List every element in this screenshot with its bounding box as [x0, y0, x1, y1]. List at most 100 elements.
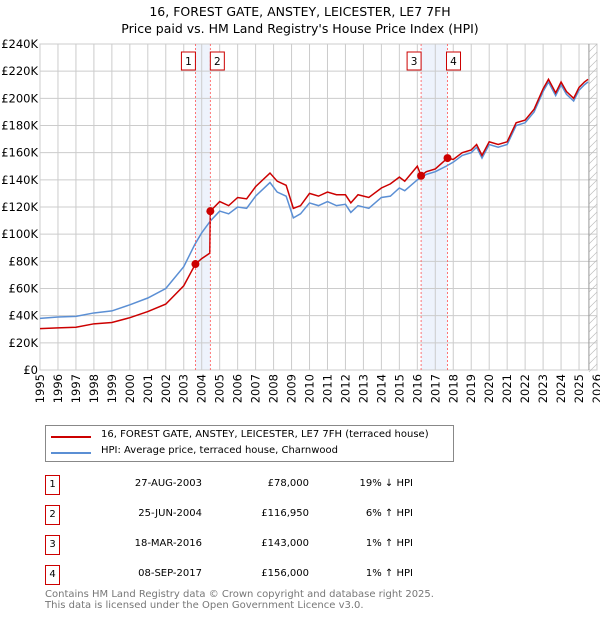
y-tick-label: £140K	[1, 173, 38, 187]
future-hatch	[588, 139, 598, 149]
y-tick-label: £80K	[9, 254, 39, 268]
transaction-row: 1 27-AUG-2003 £78,000 19% ↓ HPI	[45, 475, 465, 495]
row-price: £156,000	[261, 568, 309, 579]
x-tick-label: 2011	[320, 374, 334, 403]
x-tick-label: 2014	[374, 374, 388, 403]
y-tick-label: £40K	[9, 309, 39, 323]
future-hatch	[588, 291, 598, 301]
y-tick-label: £240K	[1, 37, 38, 51]
row-price: £116,950	[261, 508, 309, 519]
row-date: 25-JUN-2004	[138, 508, 202, 519]
y-tick-label: £200K	[1, 91, 38, 105]
transaction-row: 3 18-MAR-2016 £143,000 1% ↑ HPI	[45, 535, 465, 555]
row-number: 1	[45, 475, 60, 495]
row-hpi-diff: 1% ↑ HPI	[365, 568, 413, 579]
chart: £0 £20K £40K £60K £80K £100K £120K £140K £160K £1…	[1, 37, 600, 403]
future-hatch	[588, 195, 598, 205]
x-tick-label: 2003	[177, 374, 191, 403]
transaction-label-box	[406, 51, 422, 71]
future-hatch	[588, 283, 598, 293]
row-price: £143,000	[261, 538, 309, 549]
y-tick-label: £220K	[1, 64, 38, 78]
future-hatch	[588, 347, 598, 357]
x-tick-label: 2024	[554, 374, 568, 403]
future-hatch	[588, 99, 598, 109]
chart-title: 16, FOREST GATE, ANSTEY, LEICESTER, LE7 …	[149, 4, 451, 19]
transaction-point	[206, 207, 215, 216]
transaction-label-box	[209, 51, 225, 71]
x-tick-label: 2000	[123, 374, 137, 403]
legend-label-hpi: HPI: Average price, terraced house, Char…	[101, 445, 338, 456]
x-tick-label: 2022	[518, 374, 532, 403]
future-hatch	[588, 203, 598, 213]
x-tick-label: 1998	[87, 374, 101, 403]
y-tick-label: £60K	[9, 282, 39, 296]
x-tick-label: 1997	[69, 374, 83, 403]
x-tick-label: 2007	[249, 374, 263, 403]
x-tick-label: 1999	[105, 374, 119, 403]
legend-swatch-price	[51, 436, 91, 438]
transaction-label: 3	[411, 56, 418, 68]
future-hatch	[588, 243, 598, 253]
y-tick-label: £180K	[1, 119, 38, 133]
future-hatch	[588, 115, 598, 125]
x-tick-label: 2001	[141, 374, 155, 403]
future-hatch	[588, 363, 598, 373]
x-tick-label: 2004	[195, 374, 209, 403]
future-hatch	[588, 315, 598, 325]
x-tick-label: 2010	[303, 374, 317, 403]
future-hatch	[588, 355, 598, 365]
x-tick-label: 2020	[482, 374, 496, 403]
future-hatch	[588, 219, 598, 229]
future-hatch	[588, 163, 598, 173]
price-paid-line	[39, 77, 589, 330]
x-tick-label: 2026	[590, 374, 600, 403]
future-hatch	[588, 171, 598, 181]
chart-subtitle: Price paid vs. HM Land Registry's House …	[121, 21, 479, 36]
row-date: 08-SEP-2017	[138, 568, 202, 579]
y-tick-label: £160K	[1, 146, 38, 160]
footer-line-1: Contains HM Land Registry data © Crown c…	[45, 589, 434, 600]
future-hatch	[588, 227, 598, 237]
transaction-label: 1	[185, 56, 192, 68]
x-tick-label: 2002	[159, 374, 173, 403]
future-hatch	[588, 43, 598, 53]
row-price: £78,000	[267, 478, 309, 489]
future-hatch	[588, 299, 598, 309]
x-tick-label: 2017	[428, 374, 442, 403]
transaction-label: 2	[214, 56, 221, 68]
row-date: 27-AUG-2003	[134, 478, 202, 489]
x-tick-label: 1995	[33, 374, 47, 403]
y-tick-label: £120K	[1, 200, 38, 214]
x-tick-label: 2009	[285, 374, 299, 403]
future-hatch	[588, 51, 598, 61]
y-tick-label: £20K	[9, 336, 39, 350]
future-hatch	[588, 187, 598, 197]
future-hatch	[588, 107, 598, 117]
transaction-label: 4	[450, 56, 457, 68]
transaction-label-box	[446, 51, 462, 71]
y-tick-label: £0	[23, 363, 38, 377]
future-hatch	[588, 123, 598, 133]
plot-border	[39, 43, 598, 371]
x-tick-label: 2008	[267, 374, 281, 403]
x-tick-label: 2023	[536, 374, 550, 403]
transaction-point	[191, 260, 200, 269]
legend-label-price: 16, FOREST GATE, ANSTEY, LEICESTER, LE7 …	[101, 429, 429, 440]
x-tick-label: 2016	[410, 374, 424, 403]
future-hatch	[588, 59, 598, 69]
transaction-row: 2 25-JUN-2004 £116,950 6% ↑ HPI	[45, 505, 465, 525]
x-tick-label: 2018	[446, 374, 460, 403]
x-tick-label: 2012	[338, 374, 352, 403]
transaction-point	[443, 154, 452, 163]
x-tick-label: 2015	[392, 374, 406, 403]
row-number: 3	[45, 535, 60, 555]
x-tick-label: 2025	[572, 374, 586, 403]
future-hatch	[588, 275, 598, 285]
future-hatch	[588, 267, 598, 277]
future-hatch	[588, 331, 598, 341]
future-hatch	[588, 67, 598, 77]
x-tick-label: 2019	[464, 374, 478, 403]
future-hatch	[588, 211, 598, 221]
hpi-line	[39, 80, 589, 320]
